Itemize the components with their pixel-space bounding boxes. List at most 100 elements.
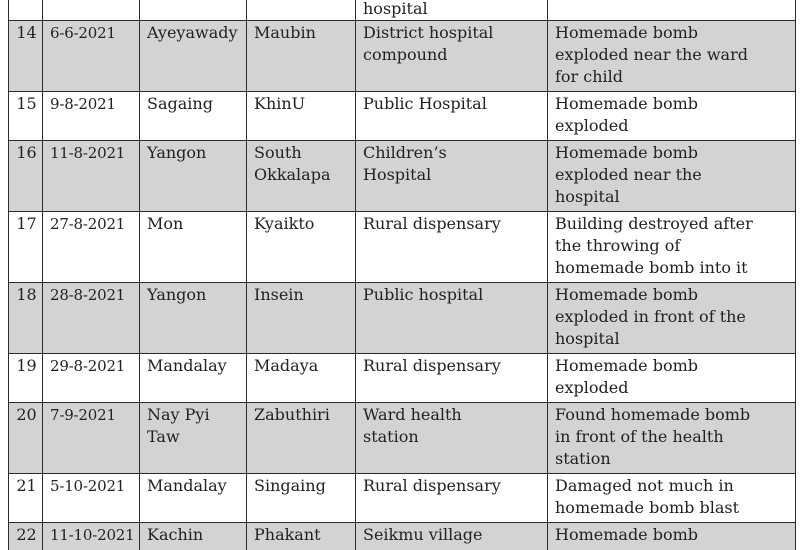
incident-table-body: hospital 14 6-6-2021 Ayeyawady Maubin Di… — [8, 0, 796, 550]
cell-township: Zabuthiri — [246, 402, 356, 474]
cell-description: Homemade bomb exploded in front of the h… — [547, 282, 796, 354]
township-text: KhinU — [254, 94, 306, 113]
cell-description: Building destroyed after the throwing of… — [547, 211, 796, 283]
row-number-text: 21 — [16, 476, 37, 495]
cell-description: Homemade bomb exploded — [547, 353, 796, 403]
facility-text: Rural dispensary — [363, 214, 501, 233]
township-text: Phakant — [254, 525, 321, 544]
region-text: Mandalay — [147, 476, 227, 495]
cell-description: Homemade bomb exploded near the hospital — [547, 140, 796, 212]
cell-region: Nay Pyi Taw — [139, 402, 247, 474]
cell-facility: Seikmu village dispensary — [355, 522, 548, 550]
cell-date: 9-8-2021 — [42, 91, 140, 141]
cell-no: 16 — [8, 140, 43, 212]
table-row: 16 11-8-2021 Yangon South Okkalapa Child… — [8, 140, 796, 212]
cell-date: 5-10-2021 — [42, 473, 140, 523]
table-row: 15 9-8-2021 Sagaing KhinU Public Hospita… — [8, 91, 796, 141]
cell-region: Sagaing — [139, 91, 247, 141]
date-text: 7-9-2021 — [50, 406, 116, 424]
cell-township: KhinU — [246, 91, 356, 141]
row-number-text: 17 — [16, 214, 37, 233]
description-text: Homemade bomb exploded near the ward for… — [555, 23, 748, 86]
region-text: Mon — [147, 214, 184, 233]
description-text: Building destroyed after the throwing of… — [555, 214, 753, 277]
facility-text: Ward health station — [363, 405, 462, 446]
cell-description: Homemade bomb exploded — [547, 91, 796, 141]
facility-text: Children’s Hospital — [363, 143, 447, 184]
cell-facility: Rural dispensary — [355, 353, 548, 403]
table-row: 22 11-10-2021 Kachin Phakant Seikmu vill… — [8, 522, 796, 550]
date-text: 27-8-2021 — [50, 215, 126, 233]
facility-text: Seikmu village dispensary — [363, 525, 483, 550]
cell-township: Kyaikto — [246, 211, 356, 283]
cell-township: Madaya — [246, 353, 356, 403]
facility-text: District hospital compound — [363, 23, 494, 64]
document-page: hospital 14 6-6-2021 Ayeyawady Maubin Di… — [8, 0, 796, 550]
cell-no — [8, 0, 43, 21]
region-text: Kachin — [147, 525, 204, 544]
cell-no: 22 — [8, 522, 43, 550]
cell-facility: Rural dispensary — [355, 473, 548, 523]
region-text: Sagaing — [147, 94, 213, 113]
description-text: Homemade bomb exploded — [555, 94, 699, 135]
region-text: Yangon — [147, 285, 207, 304]
date-text: 11-8-2021 — [50, 144, 126, 162]
facility-text: Rural dispensary — [363, 476, 501, 495]
cell-facility: Children’s Hospital — [355, 140, 548, 212]
date-text: 29-8-2021 — [50, 357, 126, 375]
cell-no: 20 — [8, 402, 43, 474]
township-text: Madaya — [254, 356, 319, 375]
region-text: Yangon — [147, 143, 207, 162]
description-text: Found homemade bomb in front of the heal… — [555, 405, 751, 468]
description-text: Damaged not much in homemade bomb blast — [555, 476, 739, 517]
cell-facility: hospital — [355, 0, 548, 21]
cell-no: 15 — [8, 91, 43, 141]
region-text: Mandalay — [147, 356, 227, 375]
table-row: 18 28-8-2021 Yangon Insein Public hospit… — [8, 282, 796, 354]
table-row: 21 5-10-2021 Mandalay Singaing Rural dis… — [8, 473, 796, 523]
cell-township — [246, 0, 356, 21]
cell-facility: Public Hospital — [355, 91, 548, 141]
table-row-partial: hospital — [8, 0, 796, 21]
cell-facility: Public hospital — [355, 282, 548, 354]
date-text: 11-10-2021 — [50, 526, 135, 544]
cell-no: 19 — [8, 353, 43, 403]
row-number-text: 19 — [16, 356, 37, 375]
cell-region: Ayeyawady — [139, 20, 247, 92]
region-text: Ayeyawady — [147, 23, 238, 42]
date-text: 6-6-2021 — [50, 24, 116, 42]
row-number-text: 14 — [16, 23, 37, 42]
description-text: Homemade bomb exploded near the hospital — [555, 143, 702, 206]
township-text: South Okkalapa — [254, 143, 331, 184]
cell-description: Homemade bomb exploded — [547, 522, 796, 550]
cell-date: 11-8-2021 — [42, 140, 140, 212]
cell-date: 28-8-2021 — [42, 282, 140, 354]
cell-date: 29-8-2021 — [42, 353, 140, 403]
table-row: 20 7-9-2021 Nay Pyi Taw Zabuthiri Ward h… — [8, 402, 796, 474]
cell-description: Homemade bomb exploded near the ward for… — [547, 20, 796, 92]
facility-text: hospital — [363, 0, 428, 18]
cell-no: 14 — [8, 20, 43, 92]
date-text: 28-8-2021 — [50, 286, 126, 304]
cell-township: South Okkalapa — [246, 140, 356, 212]
cell-no: 21 — [8, 473, 43, 523]
row-number-text: 20 — [16, 405, 37, 424]
township-text: Kyaikto — [254, 214, 315, 233]
township-text: Zabuthiri — [254, 405, 330, 424]
cell-no: 17 — [8, 211, 43, 283]
cell-date: 6-6-2021 — [42, 20, 140, 92]
cell-date — [42, 0, 140, 21]
cell-facility: Ward health station — [355, 402, 548, 474]
facility-text: Public Hospital — [363, 94, 487, 113]
cell-region: Yangon — [139, 282, 247, 354]
cell-township: Singaing — [246, 473, 356, 523]
region-text: Nay Pyi Taw — [147, 405, 210, 446]
cell-date: 27-8-2021 — [42, 211, 140, 283]
cell-region: Kachin — [139, 522, 247, 550]
row-number-text: 16 — [16, 143, 37, 162]
incident-table: hospital 14 6-6-2021 Ayeyawady Maubin Di… — [8, 0, 796, 550]
cell-facility: District hospital compound — [355, 20, 548, 92]
description-text: Homemade bomb exploded — [555, 356, 699, 397]
cell-facility: Rural dispensary — [355, 211, 548, 283]
description-text: Homemade bomb exploded — [555, 525, 699, 550]
